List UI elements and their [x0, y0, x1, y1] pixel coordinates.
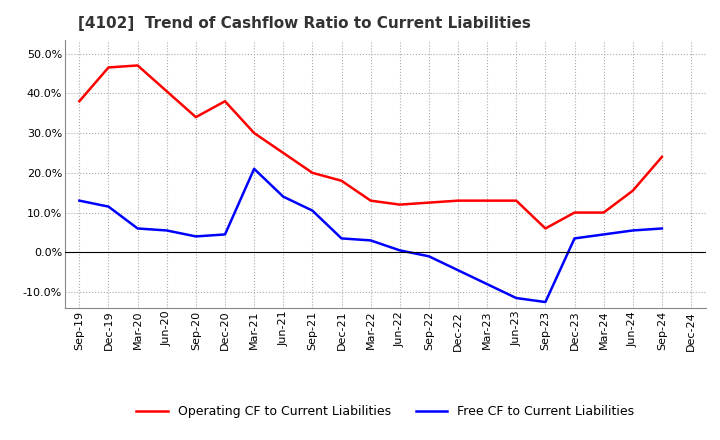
Operating CF to Current Liabilities	[512, 198, 521, 203]
Free CF to Current Liabilities	[629, 228, 637, 233]
Free CF to Current Liabilities	[657, 226, 666, 231]
Line: Free CF to Current Liabilities: Free CF to Current Liabilities	[79, 169, 662, 302]
Operating CF to Current Liabilities	[425, 200, 433, 205]
Operating CF to Current Liabilities	[308, 170, 317, 176]
Operating CF to Current Liabilities	[541, 226, 550, 231]
Free CF to Current Liabilities	[483, 282, 492, 287]
Operating CF to Current Liabilities	[483, 198, 492, 203]
Operating CF to Current Liabilities	[395, 202, 404, 207]
Free CF to Current Liabilities	[599, 232, 608, 237]
Operating CF to Current Liabilities	[250, 130, 258, 136]
Operating CF to Current Liabilities	[454, 198, 462, 203]
Free CF to Current Liabilities	[512, 295, 521, 301]
Operating CF to Current Liabilities	[629, 188, 637, 193]
Free CF to Current Liabilities	[541, 299, 550, 304]
Free CF to Current Liabilities	[220, 232, 229, 237]
Free CF to Current Liabilities	[279, 194, 287, 199]
Line: Operating CF to Current Liabilities: Operating CF to Current Liabilities	[79, 66, 662, 228]
Legend: Operating CF to Current Liabilities, Free CF to Current Liabilities: Operating CF to Current Liabilities, Fre…	[131, 400, 639, 423]
Free CF to Current Liabilities	[570, 236, 579, 241]
Free CF to Current Liabilities	[250, 166, 258, 172]
Operating CF to Current Liabilities	[163, 88, 171, 94]
Free CF to Current Liabilities	[75, 198, 84, 203]
Free CF to Current Liabilities	[337, 236, 346, 241]
Operating CF to Current Liabilities	[599, 210, 608, 215]
Operating CF to Current Liabilities	[133, 63, 142, 68]
Operating CF to Current Liabilities	[366, 198, 375, 203]
Free CF to Current Liabilities	[308, 208, 317, 213]
Free CF to Current Liabilities	[192, 234, 200, 239]
Free CF to Current Liabilities	[454, 268, 462, 273]
Operating CF to Current Liabilities	[279, 150, 287, 156]
Operating CF to Current Liabilities	[570, 210, 579, 215]
Operating CF to Current Liabilities	[192, 114, 200, 120]
Free CF to Current Liabilities	[395, 248, 404, 253]
Free CF to Current Liabilities	[104, 204, 113, 209]
Free CF to Current Liabilities	[133, 226, 142, 231]
Text: [4102]  Trend of Cashflow Ratio to Current Liabilities: [4102] Trend of Cashflow Ratio to Curren…	[78, 16, 531, 32]
Operating CF to Current Liabilities	[657, 154, 666, 160]
Operating CF to Current Liabilities	[104, 65, 113, 70]
Operating CF to Current Liabilities	[75, 99, 84, 104]
Operating CF to Current Liabilities	[337, 178, 346, 183]
Free CF to Current Liabilities	[425, 254, 433, 259]
Free CF to Current Liabilities	[366, 238, 375, 243]
Free CF to Current Liabilities	[163, 228, 171, 233]
Operating CF to Current Liabilities	[220, 99, 229, 104]
